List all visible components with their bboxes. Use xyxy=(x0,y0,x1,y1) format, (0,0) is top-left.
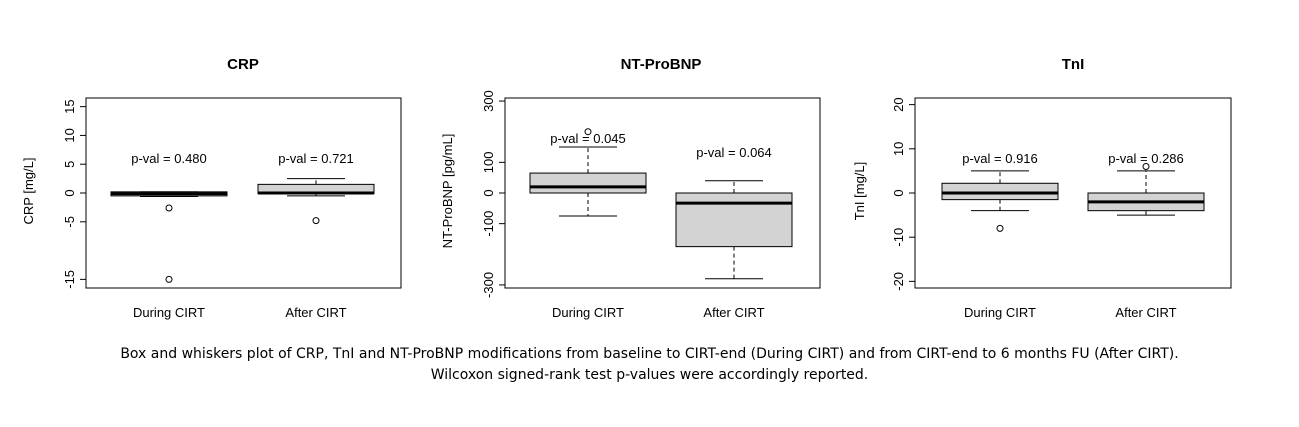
figure-caption: Box and whiskers plot of CRP, TnI and NT… xyxy=(0,344,1299,386)
x-tick-label: After CIRT xyxy=(1115,305,1176,320)
y-tick-label: 0 xyxy=(62,189,77,196)
outlier-point xyxy=(996,224,1004,232)
panel-title: TnI xyxy=(1062,56,1085,73)
y-axis-label: TnI [mg/L] xyxy=(852,162,867,221)
x-tick-label: During CIRT xyxy=(133,305,205,320)
caption-line: Box and whiskers plot of CRP, TnI and NT… xyxy=(120,346,1179,362)
iqr-box xyxy=(941,182,1059,201)
outlier-point xyxy=(165,204,173,212)
y-tick-label: 5 xyxy=(62,161,77,168)
y-tick-label: -15 xyxy=(62,270,77,289)
panel-crp: CRP CRP [mg/L] During CIRT After CIRT -1… xyxy=(21,56,402,320)
iqr-box xyxy=(529,172,647,194)
panel-nt-probnp: NT-ProBNP NT-ProBNP [pg/mL] During CIRT … xyxy=(440,56,821,320)
panel-title: NT-ProBNP xyxy=(621,56,702,73)
y-tick-label: 10 xyxy=(891,142,906,156)
outlier-point xyxy=(165,275,173,283)
x-tick-label: During CIRT xyxy=(552,305,624,320)
p-value-label: p-val = 0.916 xyxy=(962,151,1038,166)
outlier-point xyxy=(312,217,320,225)
p-value-label: p-val = 0.064 xyxy=(696,145,772,160)
x-tick-label: After CIRT xyxy=(703,305,764,320)
p-value-label: p-val = 0.286 xyxy=(1108,151,1184,166)
outlier-point xyxy=(1142,162,1150,170)
x-tick-label: After CIRT xyxy=(285,305,346,320)
box-marks: -20 -10 0 10 20 p-val = 0.916 p-val = 0.286 xyxy=(891,97,1205,291)
y-tick-label: 100 xyxy=(481,152,496,174)
y-tick-label: 300 xyxy=(481,90,496,112)
y-tick-label: 0 xyxy=(891,189,906,196)
y-axis-label: CRP [mg/L] xyxy=(21,158,36,225)
box-marks: -15 -5 0 5 10 15 p-val = 0.480 p-val = 0.721 xyxy=(62,99,375,289)
y-tick-label: 15 xyxy=(62,99,77,113)
y-axis-label: NT-ProBNP [pg/mL] xyxy=(440,134,455,249)
iqr-box xyxy=(675,192,793,248)
p-value-label: p-val = 0.480 xyxy=(131,151,207,166)
y-tick-label: -300 xyxy=(481,272,496,298)
panel-tni: TnI TnI [mg/L] During CIRT After CIRT -2… xyxy=(852,56,1232,320)
y-tick-label: 20 xyxy=(891,97,906,111)
outlier-point xyxy=(584,128,592,136)
caption-line: Wilcoxon signed-rank test p-values were … xyxy=(430,367,869,383)
p-value-label: p-val = 0.045 xyxy=(550,131,626,146)
y-tick-label: -20 xyxy=(891,272,906,291)
y-tick-label: -5 xyxy=(62,216,77,228)
p-value-label: p-val = 0.721 xyxy=(278,151,354,166)
y-tick-label: 10 xyxy=(62,128,77,142)
y-tick-label: -10 xyxy=(891,228,906,247)
y-tick-label: -100 xyxy=(481,211,496,237)
box-marks: -300 -100 0 100 300 p-val = 0.045 p-val = 0.06… xyxy=(481,90,793,298)
panel-title: CRP xyxy=(227,56,259,73)
x-tick-label: During CIRT xyxy=(964,305,1036,320)
y-tick-label: 0 xyxy=(481,189,496,196)
